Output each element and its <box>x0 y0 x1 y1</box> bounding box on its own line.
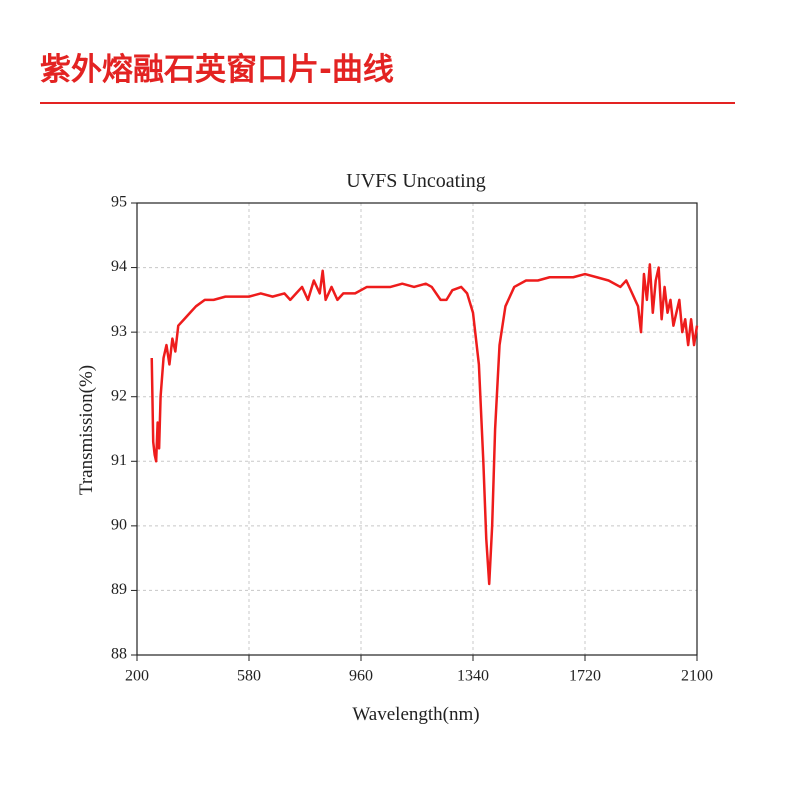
chart-title: UVFS Uncoating <box>346 170 485 192</box>
data-line <box>150 263 699 586</box>
x-tick-label: 960 <box>349 668 373 685</box>
x-axis-label: Wavelength(nm) <box>352 704 479 725</box>
y-axis-label: Transmission(%) <box>76 365 97 495</box>
x-tick-label: 1340 <box>457 668 489 685</box>
y-tick-label: 94 <box>111 258 127 275</box>
page-title: 紫外熔融石英窗口片-曲线 <box>40 52 394 88</box>
y-tick-label: 89 <box>111 581 127 598</box>
x-tick-label: 200 <box>125 668 149 685</box>
x-tick-label: 1720 <box>569 668 601 685</box>
x-tick-label: 580 <box>237 668 261 685</box>
y-tick-label: 95 <box>111 194 127 211</box>
y-tick-label: 93 <box>111 323 127 340</box>
y-tick-label: 91 <box>111 452 127 469</box>
x-tick-label: 2100 <box>681 668 713 685</box>
y-tick-label: 88 <box>111 646 127 663</box>
plot-frame <box>136 202 698 656</box>
y-tick-label: 92 <box>111 387 127 404</box>
y-tick-label: 90 <box>111 517 127 534</box>
